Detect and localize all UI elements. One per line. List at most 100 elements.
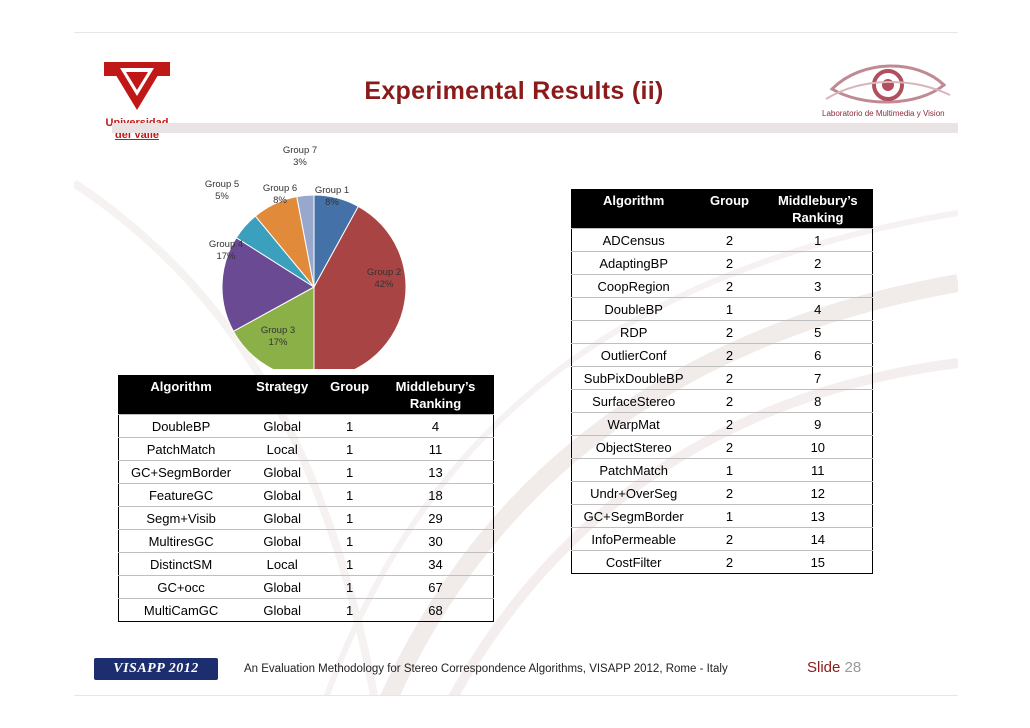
slice-label: Group 3 — [261, 325, 295, 336]
cell-strategy: Global — [243, 483, 322, 507]
table-row: CoopRegion 2 3 — [571, 274, 873, 298]
table-row: Segm+Visib Global 1 29 — [118, 506, 494, 530]
cell-group: 1 — [321, 552, 379, 576]
cell-ranking: 10 — [763, 435, 873, 459]
cell-strategy: Global — [243, 506, 322, 530]
lab-name: Laboratorio de Multimedia y Vision — [822, 109, 945, 118]
slice-label: Group 4 — [209, 239, 243, 250]
slice-percent: 17% — [268, 337, 288, 348]
cell-group: 2 — [695, 228, 764, 252]
cell-algorithm: Segm+Visib — [118, 506, 244, 530]
title-divider — [112, 123, 958, 133]
slice-label: Group 5 — [205, 179, 239, 190]
pie-chart: Group 18%Group 242%Group 317%Group 417%G… — [205, 145, 407, 369]
cell-ranking: 3 — [763, 274, 873, 298]
cell-ranking: 4 — [378, 414, 494, 438]
cell-ranking: 29 — [378, 506, 494, 530]
cell-algorithm: GC+SegmBorder — [571, 504, 696, 528]
cell-group: 2 — [695, 389, 764, 413]
cell-group: 1 — [321, 575, 379, 599]
table-row: AdaptingBP 2 2 — [571, 251, 873, 275]
cell-ranking: 13 — [378, 460, 494, 484]
cell-algorithm: WarpMat — [571, 412, 696, 436]
table-row: DoubleBP Global 1 4 — [118, 414, 494, 438]
slide-number: Slide 28 — [807, 659, 861, 676]
eye-icon — [825, 64, 951, 104]
cell-ranking: 5 — [763, 320, 873, 344]
cell-ranking: 34 — [378, 552, 494, 576]
cell-algorithm: GC+SegmBorder — [118, 460, 244, 484]
table-row: Undr+OverSeg 2 12 — [571, 481, 873, 505]
cell-group: 2 — [695, 366, 764, 390]
table-row: SurfaceStereo 2 8 — [571, 389, 873, 413]
table-row: DoubleBP 1 4 — [571, 297, 873, 321]
cell-algorithm: DoubleBP — [118, 414, 244, 438]
header-group: Group — [695, 189, 764, 229]
slice-percent: 8% — [325, 197, 339, 208]
cell-ranking: 18 — [378, 483, 494, 507]
table-header-row: Algorithm Group Middlebury’s Ranking — [571, 189, 873, 229]
cell-group: 1 — [321, 483, 379, 507]
table-header-row: Algorithm Strategy Group Middlebury’s Ra… — [118, 375, 494, 415]
slice-label: Group 6 — [263, 183, 297, 194]
slide-label: Slide — [807, 659, 841, 676]
cell-algorithm: OutlierConf — [571, 343, 696, 367]
cell-group: 2 — [695, 412, 764, 436]
table-row: GC+SegmBorder 1 13 — [571, 504, 873, 528]
cell-group: 1 — [321, 506, 379, 530]
cell-strategy: Local — [243, 437, 322, 461]
visapp-logo: VISAPP 2012 — [94, 658, 218, 680]
cell-ranking: 67 — [378, 575, 494, 599]
slide-number-value: 28 — [844, 659, 862, 676]
header-group: Group — [321, 375, 379, 415]
pie-slice — [232, 286, 315, 369]
table-row: DistinctSM Local 1 34 — [118, 552, 494, 576]
table-row: RDP 2 5 — [571, 320, 873, 344]
cell-algorithm: SurfaceStereo — [571, 389, 696, 413]
cell-algorithm: MultiCamGC — [118, 598, 244, 622]
slice-percent: 5% — [215, 191, 229, 202]
cell-strategy: Global — [243, 575, 322, 599]
cell-group: 1 — [321, 598, 379, 622]
cell-strategy: Global — [243, 414, 322, 438]
table-row: CostFilter 2 15 — [571, 550, 873, 574]
cell-algorithm: SubPixDoubleBP — [571, 366, 696, 390]
table-row: GC+SegmBorder Global 1 13 — [118, 460, 494, 484]
cell-algorithm: PatchMatch — [571, 458, 696, 482]
cell-algorithm: PatchMatch — [118, 437, 244, 461]
slide: Universidad del Valle Experimental Resul… — [74, 32, 958, 696]
table-row: FeatureGC Global 1 18 — [118, 483, 494, 507]
table-row: MultiCamGC Global 1 68 — [118, 598, 494, 622]
cell-ranking: 15 — [763, 550, 873, 574]
cell-ranking: 12 — [763, 481, 873, 505]
cell-ranking: 14 — [763, 527, 873, 551]
cell-algorithm: Undr+OverSeg — [571, 481, 696, 505]
table-row: ObjectStereo 2 10 — [571, 435, 873, 459]
cell-ranking: 13 — [763, 504, 873, 528]
cell-algorithm: CoopRegion — [571, 274, 696, 298]
cell-ranking: 7 — [763, 366, 873, 390]
table-row: PatchMatch Local 1 11 — [118, 437, 494, 461]
cell-group: 2 — [695, 550, 764, 574]
ranking-table-left: Algorithm Strategy Group Middlebury’s Ra… — [118, 375, 494, 622]
cell-group: 1 — [321, 414, 379, 438]
table-row: GC+occ Global 1 67 — [118, 575, 494, 599]
header-ranking: Middlebury’s Ranking — [763, 189, 873, 229]
cell-ranking: 1 — [763, 228, 873, 252]
table-row: WarpMat 2 9 — [571, 412, 873, 436]
table-row: SubPixDoubleBP 2 7 — [571, 366, 873, 390]
cell-algorithm: InfoPermeable — [571, 527, 696, 551]
cell-group: 2 — [695, 320, 764, 344]
cell-group: 1 — [695, 504, 764, 528]
slice-percent: 3% — [293, 157, 307, 168]
lab-logo: Laboratorio de Multimedia y Vision — [822, 59, 952, 123]
cell-group: 2 — [695, 481, 764, 505]
table-row: InfoPermeable 2 14 — [571, 527, 873, 551]
cell-group: 1 — [695, 297, 764, 321]
table-row: ADCensus 2 1 — [571, 228, 873, 252]
slice-label: Group 1 — [315, 185, 349, 196]
cell-ranking: 11 — [763, 458, 873, 482]
cell-group: 2 — [695, 343, 764, 367]
header-ranking: Middlebury’s Ranking — [378, 375, 494, 415]
slice-label: Group 2 — [367, 267, 401, 278]
